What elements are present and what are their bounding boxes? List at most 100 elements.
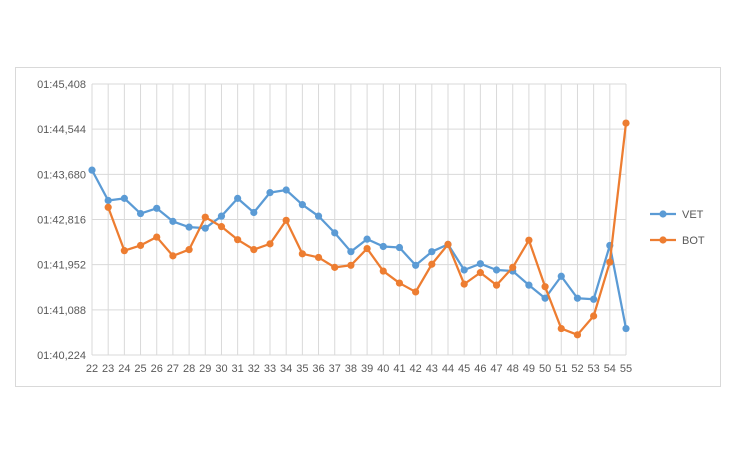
data-point-bot [476,269,484,277]
data-point-vet [282,186,290,194]
x-tick-label: 22 [86,363,98,375]
data-point-bot [606,258,614,266]
x-tick-label: 27 [167,363,179,375]
data-point-bot [509,263,517,271]
legend-marker [659,236,667,244]
data-point-vet [525,281,533,289]
data-point-vet [298,201,306,209]
data-point-bot [282,216,290,224]
y-tick-label: 01:41,952 [37,260,86,272]
y-tick-label: 01:45,408 [37,79,86,91]
data-point-vet [169,217,177,225]
data-point-bot [153,233,161,241]
data-point-vet [557,272,565,280]
legend-label: BOT [682,235,705,247]
data-point-vet [476,260,484,268]
legend-label: VET [682,209,704,221]
x-tick-label: 32 [248,363,260,375]
series-vet [88,166,630,333]
y-axis-ticks: 01:40,224 01:41,088 01:41,952 01:42,816 01:4… [37,79,86,362]
data-point-bot [104,203,112,211]
data-point-vet [331,229,339,237]
x-tick-label: 51 [555,363,567,375]
data-point-vet [136,209,145,218]
data-point-bot [120,247,128,255]
data-point-vet [314,212,323,220]
x-tick-label: 28 [183,363,195,375]
data-point-vet [412,261,420,269]
data-point-vet [217,212,226,220]
data-point-vet [541,294,549,302]
x-tick-label: 42 [410,363,422,375]
x-tick-label: 40 [377,363,389,375]
data-point-bot [250,246,258,254]
x-tick-label: 34 [280,363,292,375]
data-point-bot [395,279,404,287]
data-point-vet [590,295,598,303]
data-point-vet [201,224,209,232]
x-tick-label: 49 [523,363,535,375]
x-tick-label: 39 [361,363,373,375]
data-point-bot [444,240,452,248]
data-point-bot [201,213,209,221]
data-point-bot [136,241,145,250]
x-tick-label: 53 [588,363,600,375]
data-point-bot [590,312,598,320]
data-point-bot [169,252,177,260]
data-point-bot [363,244,371,253]
x-tick-label: 41 [393,363,405,375]
data-point-vet [573,294,582,302]
x-tick-label: 46 [474,363,486,375]
data-point-vet [250,208,258,217]
x-tick-label: 36 [312,363,324,375]
data-point-bot [347,261,355,269]
data-point-bot [460,280,468,288]
data-point-bot [428,260,436,268]
legend-entry-vet: VET [650,209,704,221]
x-tick-label: 31 [232,363,244,375]
x-tick-label: 45 [458,363,470,375]
x-tick-label: 43 [426,363,438,375]
series-layer [88,119,630,339]
x-tick-label: 26 [151,363,163,375]
x-tick-label: 23 [102,363,114,375]
x-tick-label: 29 [199,363,211,375]
x-tick-label: 24 [118,363,130,375]
data-point-bot [622,119,630,127]
data-point-bot [314,253,323,262]
chart-frame: 01:40,224 01:41,088 01:41,952 01:42,816 01:4… [15,67,721,387]
data-point-bot [573,331,582,339]
x-tick-label: 30 [215,363,227,375]
x-tick-label: 33 [264,363,276,375]
x-tick-label: 48 [507,363,519,375]
x-tick-label: 47 [490,363,502,375]
x-axis-ticks: 22 23 24 25 26 27 28 29 30 31 32 33 34 35 36 37 38 39 40 41… [86,363,632,375]
data-point-bot [217,223,226,231]
data-point-vet [379,242,387,251]
legend: VET BOT [650,209,705,247]
legend-entry-bot: BOT [650,235,705,247]
x-tick-label: 35 [296,363,308,375]
data-point-vet [347,248,355,256]
data-point-bot [185,246,193,254]
data-point-vet [234,194,242,202]
x-tick-label: 37 [329,363,341,375]
line-chart: 01:40,224 01:41,088 01:41,952 01:42,816 01:4… [37,79,705,375]
data-point-vet [120,194,128,202]
data-point-vet [185,223,193,231]
data-point-vet [266,189,274,197]
data-point-bot [379,267,387,275]
data-point-bot [525,236,533,244]
y-tick-label: 01:44,544 [37,124,86,136]
data-point-vet [428,248,436,256]
data-point-bot [266,240,274,248]
data-point-bot [557,324,565,333]
data-point-vet [363,235,371,243]
y-tick-label: 01:42,816 [37,215,86,227]
x-tick-label: 52 [571,363,583,375]
data-point-bot [492,281,501,289]
x-tick-label: 38 [345,363,357,375]
data-point-bot [331,263,339,271]
data-point-vet [492,266,501,274]
data-point-bot [541,283,549,291]
